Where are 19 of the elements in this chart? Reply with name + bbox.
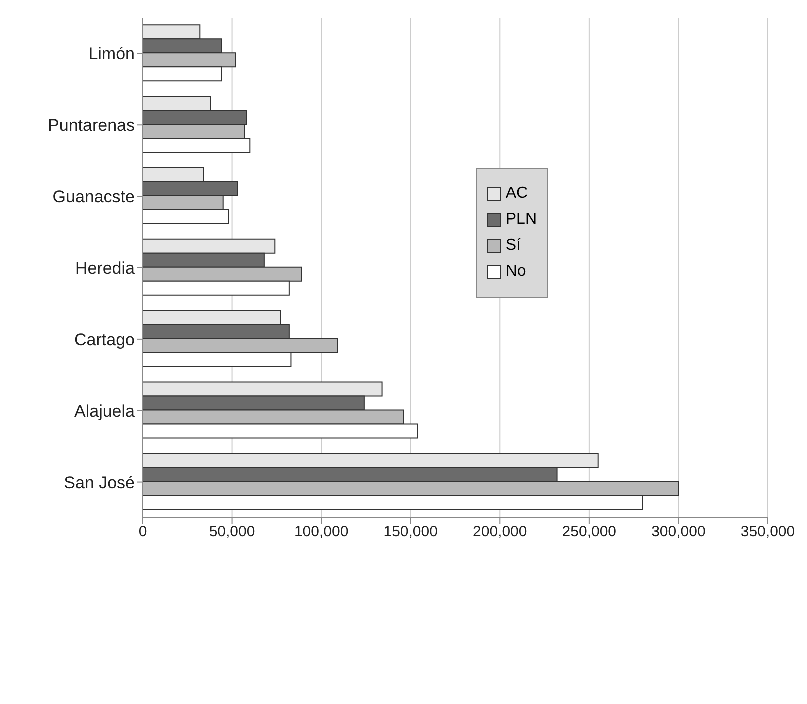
x-tick-label: 0 bbox=[138, 524, 148, 541]
legend-label: PLN bbox=[506, 211, 537, 229]
y-tick-label: Heredia bbox=[75, 259, 136, 278]
x-tick-label: 350,000 bbox=[740, 524, 796, 541]
legend-label: AC bbox=[506, 185, 528, 203]
y-tick-label: San José bbox=[64, 473, 135, 492]
x-tick-label: 50,000 bbox=[209, 524, 256, 541]
x-tick-label: 100,000 bbox=[294, 524, 349, 541]
x-tick-label: 300,000 bbox=[652, 524, 706, 541]
y-tick-label: Limón bbox=[88, 44, 135, 64]
x-tick-label: 250,000 bbox=[562, 524, 617, 541]
x-tick-label: 200,000 bbox=[473, 524, 528, 541]
y-tick-label: Alajuela bbox=[74, 402, 136, 421]
legend-label: Sí bbox=[506, 237, 521, 255]
y-tick-label: Guanacste bbox=[52, 188, 135, 207]
y-tick-label: Puntarenas bbox=[48, 116, 135, 136]
x-tick-label: 150,000 bbox=[384, 524, 438, 541]
y-tick-label: Cartago bbox=[74, 330, 135, 350]
legend-label: No bbox=[506, 263, 526, 281]
